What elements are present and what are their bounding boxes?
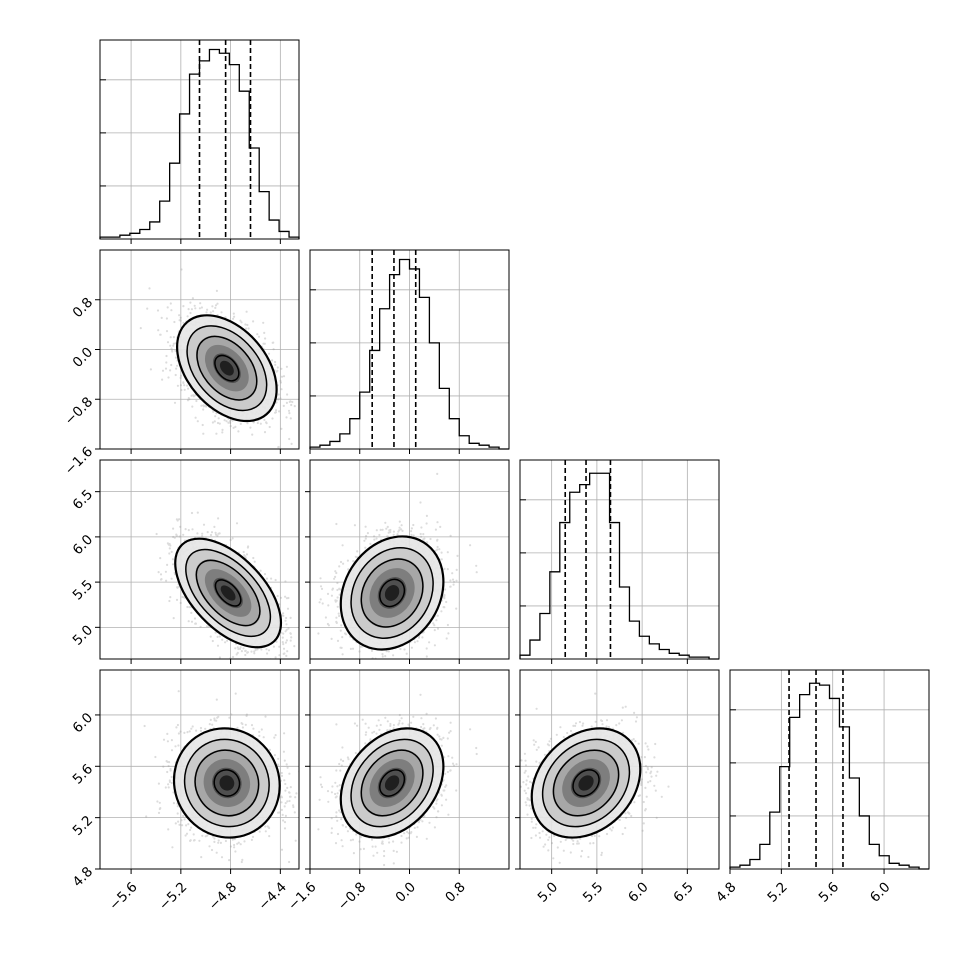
y-tick-label: 5.6: [70, 761, 97, 788]
x-tick-label: 0.0: [393, 879, 420, 906]
histogram-panel: [729, 669, 930, 870]
panel-frame: [99, 669, 300, 870]
x-tick-label: 6.5: [670, 879, 697, 906]
scatter-panel: [309, 459, 510, 660]
x-tick-label: −1.6: [285, 879, 319, 913]
density-level: [578, 775, 594, 791]
x-tick-label: −5.6: [106, 879, 140, 913]
x-tick-label: 6.0: [625, 879, 652, 906]
contour-line: [360, 749, 424, 817]
contour-line: [572, 769, 600, 797]
scatter-panel: [99, 459, 300, 660]
x-tick-label: −4.4: [255, 879, 289, 913]
histogram-step: [309, 258, 509, 450]
x-tick-label: 6.0: [867, 879, 894, 906]
contour-line: [172, 727, 281, 839]
contour-line: [379, 769, 406, 797]
histogram-step: [519, 472, 719, 660]
x-tick-label: −4.8: [206, 879, 240, 913]
y-tick-label: 5.2: [70, 813, 97, 840]
histogram-step: [729, 682, 929, 870]
contour-line: [360, 558, 424, 628]
contour-line: [214, 579, 242, 607]
scatter-panel: [99, 249, 300, 450]
contour-line: [339, 727, 445, 839]
x-tick-label: 5.2: [764, 879, 791, 906]
histogram-panel: [309, 249, 510, 450]
contour-line: [194, 749, 260, 817]
contour-line: [195, 559, 261, 627]
contour-line: [213, 769, 241, 797]
x-tick-label: −5.2: [156, 879, 190, 913]
contour-line: [541, 738, 631, 828]
x-tick-label: 5.0: [535, 879, 562, 906]
panel-frame: [519, 669, 720, 870]
density-level: [384, 775, 400, 791]
contour-line: [339, 535, 445, 651]
x-tick-label: 5.5: [580, 879, 607, 906]
contour-line: [176, 314, 278, 423]
contour-line: [350, 546, 434, 639]
y-tick-label: 0.0: [70, 344, 97, 371]
y-tick-label: 5.5: [70, 577, 97, 604]
density-level: [220, 585, 236, 601]
density-level: [219, 360, 234, 376]
contour-line: [530, 727, 642, 839]
contour-line: [185, 548, 272, 638]
scatter-panel: [309, 669, 510, 870]
histogram-panel: [99, 39, 300, 240]
y-tick-label: 0.8: [70, 295, 97, 322]
y-tick-label: 6.5: [70, 487, 97, 514]
scatter-panel: [519, 669, 720, 870]
y-tick-label: −0.8: [62, 394, 96, 428]
contour-line: [174, 537, 283, 649]
x-tick-label: −0.8: [335, 879, 369, 913]
contour-line: [196, 335, 258, 401]
histogram-panel: [519, 459, 720, 660]
contour-line: [379, 578, 406, 608]
y-tick-label: 4.8: [70, 864, 97, 891]
x-tick-label: 4.8: [713, 879, 740, 906]
y-tick-label: 6.0: [70, 532, 97, 559]
panel-frame: [519, 459, 720, 660]
scatter-panel: [99, 669, 300, 870]
panel-frame: [729, 669, 930, 870]
contour-line: [350, 738, 434, 828]
contour-line: [183, 738, 270, 828]
y-tick-label: 5.0: [70, 622, 97, 649]
contour-line: [186, 325, 268, 412]
panel-background: [730, 670, 929, 869]
x-tick-label: 0.8: [442, 879, 469, 906]
panel-frame: [99, 39, 300, 240]
contour-line: [552, 749, 620, 817]
y-tick-label: −1.6: [62, 444, 96, 478]
y-tick-label: 6.0: [70, 710, 97, 737]
x-tick-label: 5.6: [816, 879, 843, 906]
density-level: [219, 775, 235, 791]
density-level: [384, 585, 400, 601]
contour-line: [214, 354, 240, 382]
panel-frame: [99, 459, 300, 660]
